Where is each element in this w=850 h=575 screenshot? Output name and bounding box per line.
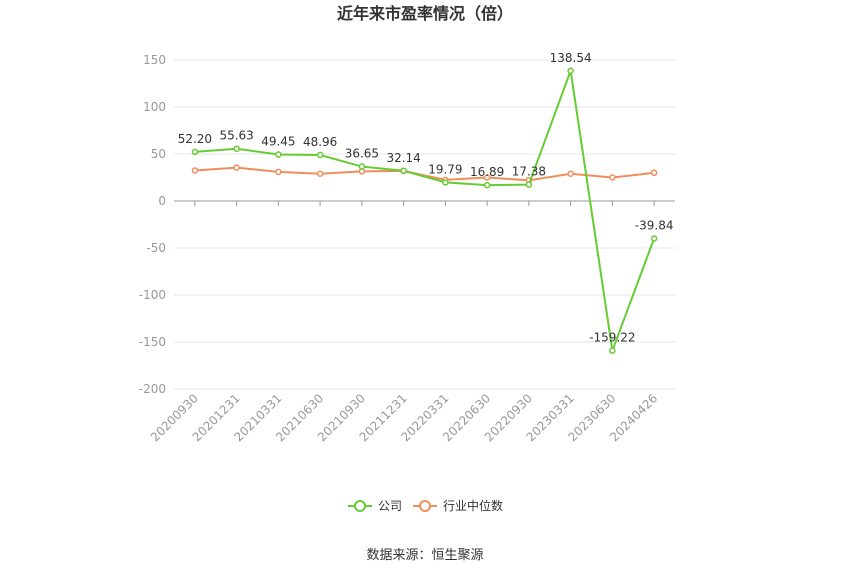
series-line-1 [194, 166, 655, 182]
data-label: 49.45 [261, 135, 295, 149]
legend-label: 行业中位数 [443, 498, 503, 513]
source-note: 数据来源：恒生聚源 [366, 548, 483, 563]
series-0-point[interactable] [275, 151, 282, 158]
series-line-0 [194, 70, 656, 352]
y-tick-label: -50 [146, 241, 166, 255]
data-label: -159.22 [589, 331, 635, 345]
data-label: 17.38 [512, 165, 546, 179]
series-0-point[interactable] [525, 181, 533, 188]
series-1-point[interactable] [483, 174, 491, 181]
y-tick-label: -100 [139, 288, 166, 302]
series-0-point[interactable] [442, 179, 449, 186]
legend-marker [354, 500, 366, 512]
legend[interactable]: 公司 行业中位数 [348, 498, 503, 513]
data-label: 19.79 [428, 162, 462, 176]
series-lines [191, 67, 658, 354]
x-axis: 2020093020201231202103312021063020210930… [148, 201, 660, 444]
series-0-point[interactable] [358, 163, 366, 170]
series-1-point[interactable] [275, 168, 282, 176]
data-label: 36.65 [345, 147, 379, 161]
series-0-point[interactable] [650, 235, 658, 242]
series-0-point[interactable] [567, 67, 574, 75]
legend-item-1[interactable]: 行业中位数 [413, 498, 503, 513]
data-labels: 52.20 55.63 49.45 48.96 36.65 32.14 19.79 16.89… [178, 51, 674, 345]
series-1-point[interactable] [233, 164, 240, 171]
data-label: 32.14 [386, 151, 420, 165]
y-tick-label: 150 [143, 53, 166, 67]
chart-title: 近年来市盈率情况（倍） [337, 4, 513, 23]
y-tick-label: -200 [139, 382, 166, 396]
y-axis: 150 100 50 0 -50 -100 -150 -200 [139, 53, 166, 396]
data-label: 16.89 [470, 165, 504, 179]
legend-marker [419, 500, 431, 512]
data-label: 48.96 [303, 135, 337, 149]
series-0-point[interactable] [191, 148, 199, 156]
data-label: 52.20 [178, 132, 212, 146]
y-tick-label: -150 [139, 335, 166, 349]
series-1-point[interactable] [567, 170, 574, 177]
series-0-point[interactable] [483, 181, 491, 189]
series-1-point[interactable] [191, 167, 199, 174]
series-1-point[interactable] [650, 169, 658, 177]
y-tick-label: 0 [158, 194, 166, 208]
data-label: 55.63 [219, 129, 253, 143]
y-tick-label: 100 [143, 100, 166, 114]
grid-lines [174, 59, 675, 390]
series-1-point[interactable] [609, 174, 616, 181]
series-0-point[interactable] [233, 145, 240, 152]
series-0-point[interactable] [400, 167, 407, 175]
series-0-point[interactable] [316, 151, 324, 159]
y-tick-label: 50 [151, 147, 166, 161]
data-label: 138.54 [550, 51, 592, 65]
legend-item-0[interactable]: 公司 [348, 499, 402, 513]
series-0-point[interactable] [609, 347, 616, 354]
series-1-point[interactable] [316, 170, 324, 177]
legend-label: 公司 [378, 499, 402, 513]
data-label: -39.84 [635, 218, 674, 232]
